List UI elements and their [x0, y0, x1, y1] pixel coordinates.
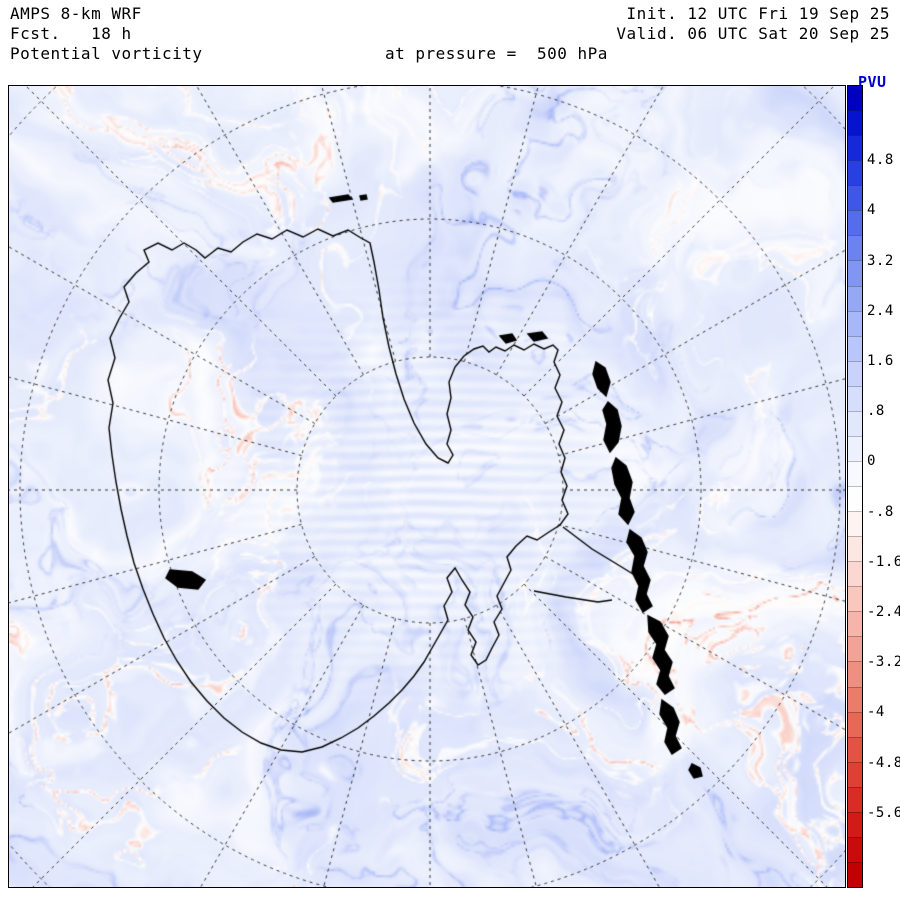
colorbar-tick-label: -3.2	[867, 654, 900, 671]
colorbar-segment	[848, 235, 862, 261]
colorbar-segment	[848, 811, 862, 837]
colorbar-tick-label: 0	[867, 453, 876, 470]
colorbar-segment	[848, 536, 862, 562]
init-time-label: Init. 12 UTC Fri 19 Sep 25	[626, 4, 890, 23]
colorbar-segment	[848, 686, 862, 712]
colorbar-tick-label: -4.8	[867, 754, 900, 771]
pv-field-canvas	[9, 86, 845, 887]
colorbar-segment	[848, 786, 862, 812]
colorbar-segment	[848, 711, 862, 737]
colorbar-segment	[848, 661, 862, 687]
colorbar-segment	[848, 435, 862, 461]
colorbar-tick-label: -2.4	[867, 603, 900, 620]
colorbar-segment	[848, 561, 862, 587]
colorbar-segment	[848, 836, 862, 862]
colorbar-segment	[848, 611, 862, 637]
colorbar-segment	[848, 335, 862, 361]
colorbar-segment	[848, 260, 862, 286]
colorbar-tick-label: .8	[867, 403, 885, 420]
colorbar-segment	[848, 385, 862, 411]
colorbar-segment	[848, 761, 862, 787]
colorbar	[847, 85, 863, 888]
colorbar-tick-label: 2.4	[867, 302, 894, 319]
colorbar-segment	[848, 185, 862, 211]
colorbar-ticks: 4.8 4 3.2 2.4 1.6 .8 0 -.8 -1.6 -2.4 -3.2 -4 -4.8 -5.…	[867, 85, 900, 888]
colorbar-segment	[848, 460, 862, 486]
colorbar-segment	[848, 110, 862, 136]
colorbar-tick-label: -.8	[867, 503, 894, 520]
colorbar-segment	[848, 861, 862, 887]
colorbar-segment	[848, 360, 862, 386]
colorbar-tick-label: 4.8	[867, 152, 894, 169]
colorbar-segment	[848, 636, 862, 662]
forecast-hour-label: Fcst. 18 h	[10, 24, 132, 43]
colorbar-segment	[848, 736, 862, 762]
model-title: AMPS 8-km WRF	[10, 4, 142, 23]
colorbar-tick-label: -1.6	[867, 553, 900, 570]
valid-time-label: Valid. 06 UTC Sat 20 Sep 25	[616, 24, 890, 43]
colorbar-tick-label: -5.6	[867, 804, 900, 821]
colorbar-segment	[848, 160, 862, 186]
colorbar-segment	[848, 410, 862, 436]
colorbar-segment	[848, 285, 862, 311]
pressure-level-label: at pressure = 500 hPa	[385, 44, 608, 63]
colorbar-tick-label: 1.6	[867, 353, 894, 370]
colorbar-segment	[848, 135, 862, 161]
map-area	[8, 85, 846, 888]
colorbar-tick-label: -4	[867, 704, 885, 721]
colorbar-segment	[848, 86, 862, 111]
colorbar-segment	[848, 486, 862, 512]
colorbar-segment	[848, 210, 862, 236]
colorbar-segment	[848, 586, 862, 612]
colorbar-segment	[848, 511, 862, 537]
colorbar-tick-label: 3.2	[867, 252, 894, 269]
colorbar-tick-label: 4	[867, 202, 876, 219]
colorbar-unit-label: PVU	[858, 73, 887, 91]
colorbar-segment	[848, 310, 862, 336]
field-name-label: Potential vorticity	[10, 44, 203, 63]
